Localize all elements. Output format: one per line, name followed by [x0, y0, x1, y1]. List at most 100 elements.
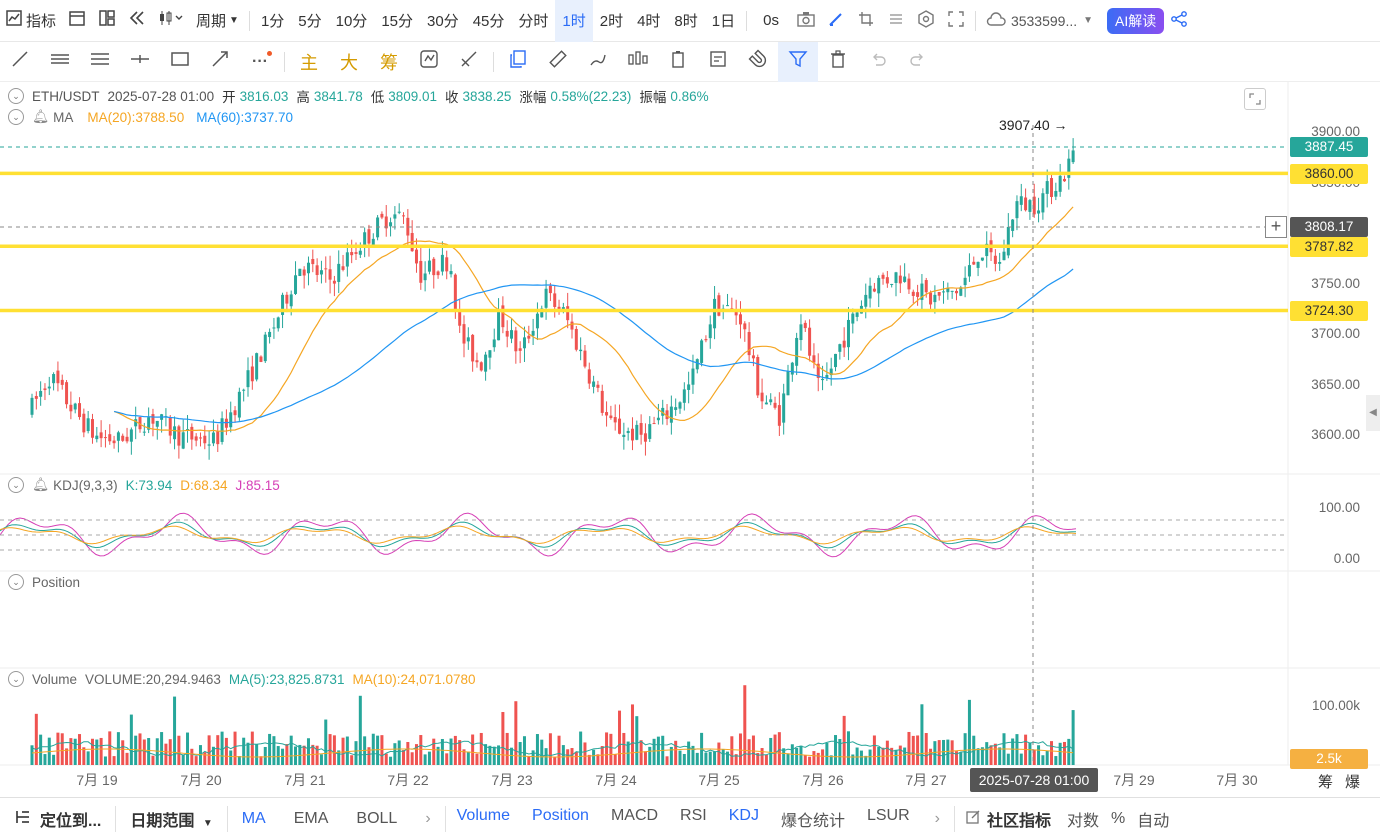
locate-button[interactable]: 定位到... — [0, 807, 115, 831]
sub-indicator-3[interactable]: RSI — [680, 807, 707, 824]
chevron-icon[interactable]: ⌄ — [8, 671, 24, 687]
fib-tool[interactable] — [80, 42, 120, 82]
candle-body — [116, 432, 120, 441]
chevron-icon[interactable]: ⌄ — [8, 574, 24, 590]
interval-4[interactable]: 30分 — [427, 13, 459, 30]
chevron-right-icon[interactable]: › — [425, 810, 431, 827]
sub-indicator-6[interactable]: LSUR — [866, 807, 910, 824]
main-indicator-ema[interactable]: EMA — [293, 810, 329, 827]
brush-tool[interactable] — [578, 42, 618, 82]
chevron-icon[interactable]: ⌄ — [8, 88, 24, 104]
sub-indicator-5[interactable]: 爆仓统计 — [780, 813, 845, 830]
interval-2[interactable]: 10分 — [335, 13, 368, 30]
arrow-tool[interactable] — [200, 42, 240, 82]
bell-icon[interactable]: 🔔︎ — [32, 477, 50, 492]
hline-price-tag[interactable]: 3860.00 — [1290, 164, 1368, 184]
log-scale-toggle[interactable]: 对数 — [1067, 813, 1100, 830]
auto-scale-toggle[interactable]: 自动 — [1137, 813, 1170, 830]
candle-body — [1067, 158, 1071, 178]
filter-tool[interactable] — [778, 41, 818, 82]
settings-button[interactable] — [911, 0, 941, 42]
fullscreen-button[interactable] — [941, 0, 971, 42]
interval-9[interactable]: 4时 — [637, 13, 661, 30]
delete-tool[interactable] — [818, 42, 858, 82]
candle-body — [648, 424, 652, 439]
layout-button[interactable] — [92, 0, 122, 42]
volume-bar — [903, 747, 907, 765]
crosshair-button[interactable] — [851, 0, 881, 42]
share-button[interactable] — [1164, 0, 1194, 42]
chevron-right-icon[interactable]: › — [934, 810, 940, 827]
interval-3[interactable]: 15分 — [381, 13, 413, 30]
chart-type-button[interactable] — [152, 0, 190, 42]
calendar-button[interactable] — [62, 0, 92, 42]
interval-0[interactable]: 1分 — [260, 13, 285, 30]
interval-10[interactable]: 8时 — [674, 13, 698, 30]
chip-corner-label[interactable]: 筹 — [1318, 774, 1334, 791]
list-button[interactable] — [881, 0, 911, 42]
volume-bar — [60, 733, 64, 765]
volume-bar — [583, 742, 587, 765]
hline-price-tag[interactable]: 3787.82 — [1290, 237, 1368, 257]
more-tools[interactable]: ··· — [240, 42, 280, 82]
horizontal-line-tool[interactable] — [120, 42, 160, 82]
redo-button[interactable] — [898, 42, 938, 82]
interval-11[interactable]: 1日 — [711, 13, 736, 30]
indicators-button[interactable]: 指标 — [0, 0, 62, 42]
chevron-icon[interactable]: ⌄ — [8, 109, 24, 125]
sub-indicator-0[interactable]: Volume — [456, 807, 511, 824]
sub-indicator-1[interactable]: Position — [532, 807, 589, 824]
candle-body — [237, 391, 241, 418]
community-indicators-button[interactable]: 社区指标 — [955, 807, 1061, 831]
measure-tool[interactable] — [449, 42, 489, 82]
chevron-icon[interactable]: ⌄ — [8, 477, 24, 493]
draw-button[interactable] — [821, 0, 851, 42]
speed-label[interactable]: 0s — [763, 12, 779, 29]
volume-bar — [522, 736, 526, 765]
sync-tool[interactable] — [409, 42, 449, 82]
side-panel-handle[interactable]: ◀ — [1366, 395, 1380, 431]
volume-tag: 2.5k — [1290, 749, 1368, 769]
interval-1[interactable]: 5分 — [298, 13, 322, 30]
undo-button[interactable] — [858, 42, 898, 82]
account-dropdown[interactable]: 3533599... ▼ — [980, 0, 1099, 42]
ruler-tool[interactable] — [538, 42, 578, 82]
snapshot-button[interactable] — [791, 0, 821, 42]
period-dropdown[interactable]: 周期 ▼ — [190, 0, 245, 42]
date-range-dropdown[interactable]: 日期范围 ▼ — [116, 807, 226, 831]
main-indicator-ma[interactable]: MA — [241, 810, 266, 827]
main-indicator-tool[interactable]: 主 — [300, 52, 318, 73]
interval-7[interactable]: 1时 — [555, 0, 593, 42]
candle-body — [803, 322, 807, 329]
hline-price-tag[interactable]: 3724.30 — [1290, 301, 1368, 321]
candle-body — [561, 307, 565, 310]
rectangle-tool[interactable] — [160, 42, 200, 82]
percent-toggle[interactable]: % — [1111, 810, 1126, 827]
liquidation-corner-label[interactable]: 爆 — [1345, 774, 1361, 791]
bell-icon[interactable]: 🔔︎ — [32, 109, 50, 124]
interval-8[interactable]: 2时 — [599, 13, 624, 30]
main-indicator-boll[interactable]: BOLL — [356, 810, 398, 827]
copy-tool[interactable] — [498, 42, 538, 82]
trendline-tool[interactable] — [0, 42, 40, 82]
expand-pane-icon[interactable] — [1244, 88, 1266, 110]
candle-tool[interactable] — [618, 42, 658, 82]
note-tool[interactable] — [698, 42, 738, 82]
ai-analysis-button[interactable]: AI解读 — [1107, 7, 1165, 34]
sub-indicator-2[interactable]: MACD — [610, 807, 659, 824]
large-order-tool[interactable]: 大 — [340, 52, 358, 73]
sub-indicator-4[interactable]: KDJ — [728, 807, 759, 824]
volume-bar — [777, 732, 781, 765]
volume-bar — [268, 733, 272, 765]
candle-body — [548, 285, 552, 294]
chip-tool[interactable]: 筹 — [380, 52, 398, 73]
interval-6[interactable]: 分时 — [518, 13, 549, 30]
add-alert-button[interactable]: + — [1265, 216, 1287, 238]
parallel-tool[interactable] — [40, 42, 80, 82]
replay-button[interactable] — [122, 0, 152, 42]
interval-5[interactable]: 45分 — [472, 13, 505, 30]
position-tool[interactable] — [658, 42, 698, 82]
volume-bar — [445, 753, 449, 765]
magnet-tool[interactable] — [738, 42, 778, 82]
